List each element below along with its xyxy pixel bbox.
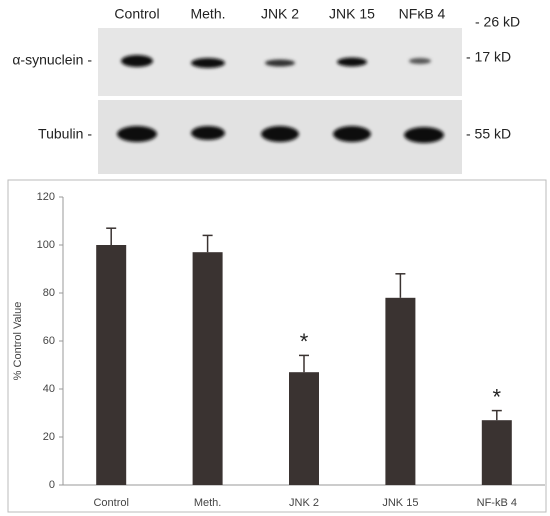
lane-label: NFκB 4 [399, 6, 446, 22]
lane-label: JNK 15 [329, 6, 375, 22]
x-tick-label: Control [93, 497, 128, 509]
row-label: Tubulin - [38, 126, 92, 142]
y-tick-label: 120 [37, 191, 55, 203]
x-tick-label: JNK 15 [382, 497, 418, 509]
y-axis-label: % Control Value [12, 302, 24, 381]
lane-label: Meth. [190, 6, 225, 22]
lane-label: JNK 2 [261, 6, 299, 22]
marker-label: - 55 kD [466, 126, 511, 142]
x-tick-label: NF-kB 4 [477, 497, 517, 509]
bar [481, 420, 512, 485]
y-tick-label: 60 [43, 335, 55, 347]
marker-label: - 26 kD [475, 14, 520, 30]
blot-bands [117, 55, 444, 143]
marker-label: - 17 kD [466, 49, 511, 65]
significance-marker: * [300, 329, 309, 354]
error-bar [202, 234, 213, 253]
error-bar [395, 273, 406, 298]
bar [96, 245, 127, 485]
bar [385, 297, 416, 485]
row-label: α-synuclein - [12, 52, 92, 68]
significance-marker: * [493, 384, 502, 409]
bar [192, 252, 223, 485]
x-tick-label: JNK 2 [289, 497, 319, 509]
y-tick-label: 100 [37, 239, 55, 251]
y-tick-label: 0 [49, 479, 55, 491]
bar [289, 372, 319, 485]
lane-label: Control [114, 6, 159, 22]
x-tick-label: Meth. [194, 497, 222, 509]
y-tick-label: 20 [43, 431, 55, 443]
y-tick-label: 40 [43, 383, 55, 395]
y-tick-label: 80 [43, 287, 55, 299]
chart-frame [7, 179, 547, 513]
error-bar [106, 227, 117, 245]
error-bar [491, 409, 502, 421]
error-bar [299, 354, 309, 373]
